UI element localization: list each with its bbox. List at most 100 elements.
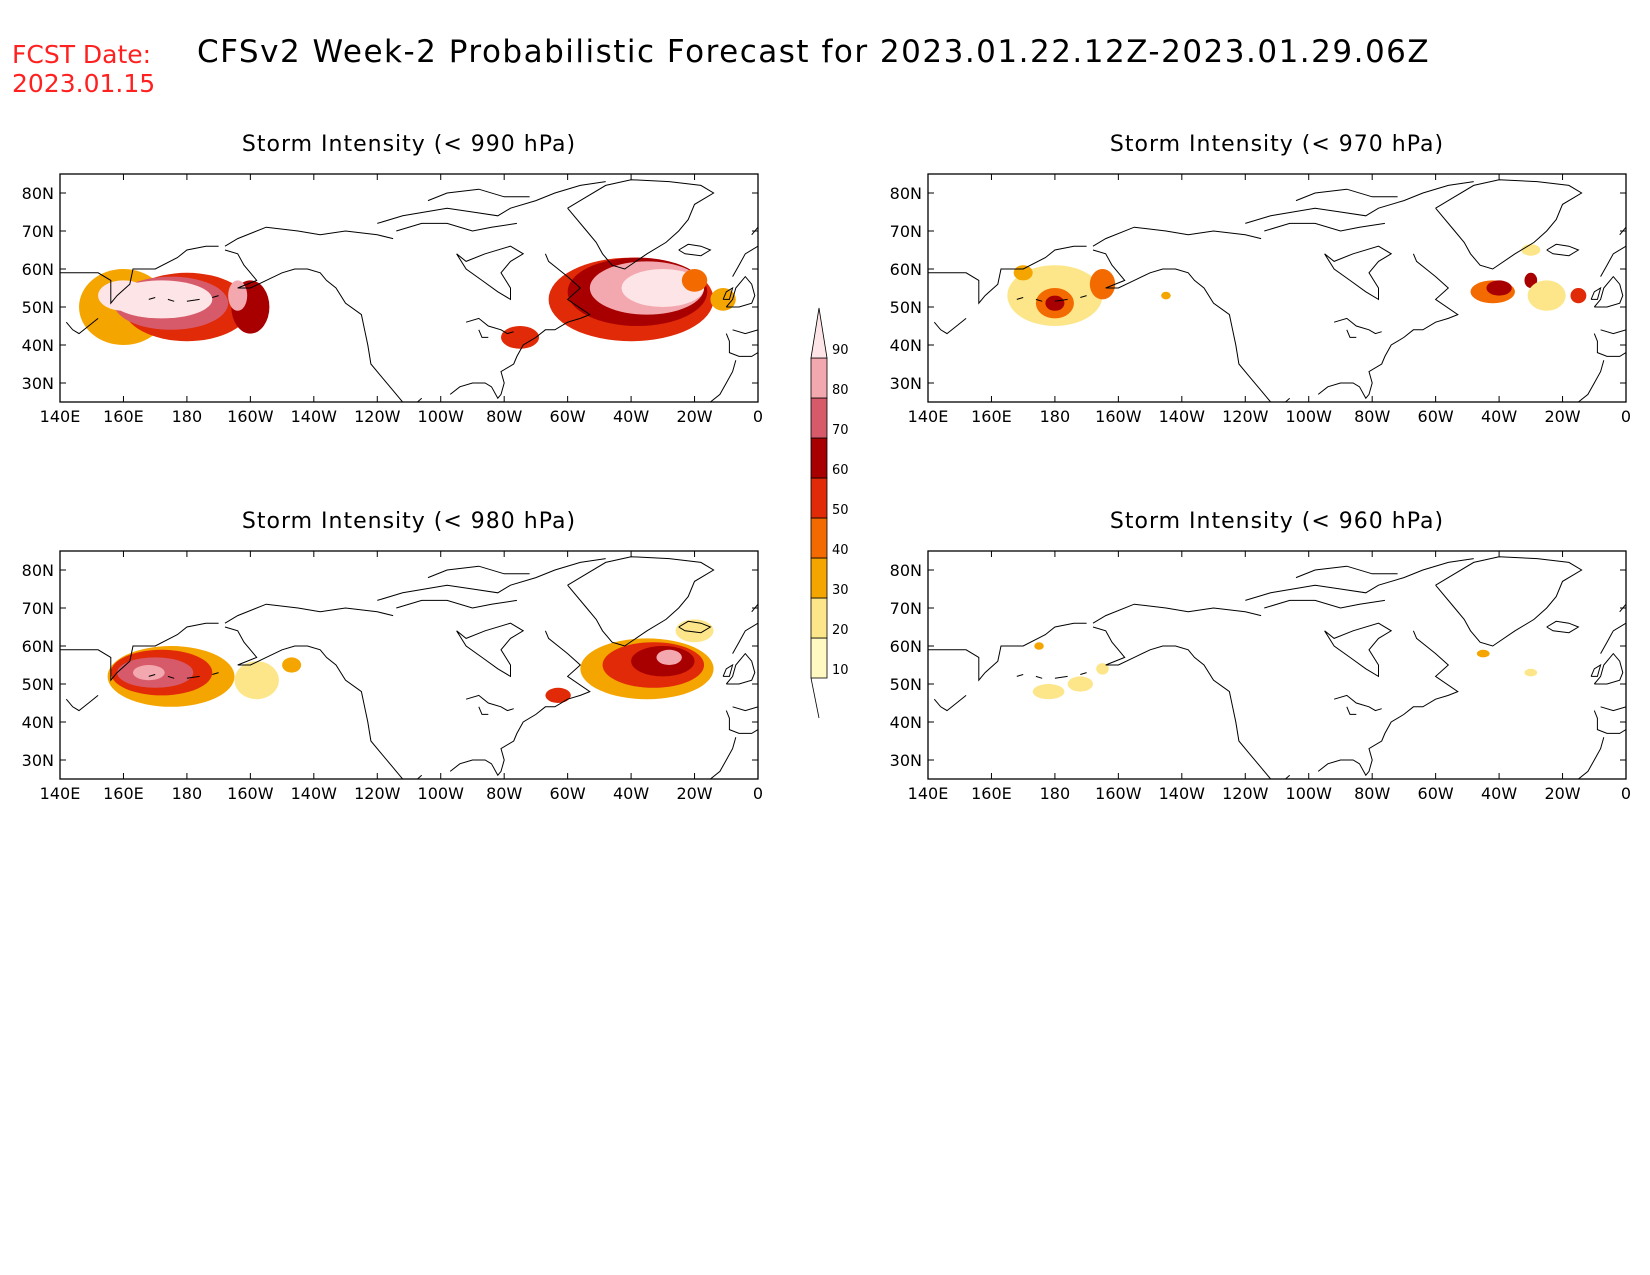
coastline xyxy=(1546,243,1580,257)
lon-tick-label: 80W xyxy=(486,784,522,803)
panel-990hpa: Storm Intensity (< 990 hPa) 140E 160E 180 1… xyxy=(22,132,763,426)
coastline xyxy=(478,329,489,338)
coastline xyxy=(1264,222,1385,232)
map-frame xyxy=(927,173,1627,403)
coastline xyxy=(1600,622,1626,654)
probability-area xyxy=(545,687,571,703)
lat-tick-label: 30N xyxy=(890,751,922,770)
coastline xyxy=(427,565,530,579)
lat-tick-label: 30N xyxy=(22,751,54,770)
coastline xyxy=(186,675,200,679)
lon-tick-label: 100W xyxy=(1286,784,1333,803)
coastline xyxy=(377,181,606,224)
coastline xyxy=(1080,672,1087,675)
coastline xyxy=(933,318,967,335)
panel-title: Storm Intensity (< 980 hPa) xyxy=(242,509,576,534)
lon-tick-label: 80W xyxy=(486,407,522,426)
coastline xyxy=(567,179,715,270)
lon-tick-label: 40W xyxy=(613,784,649,803)
colorbar-swatch xyxy=(810,357,828,399)
lon-tick-label: 140W xyxy=(1159,407,1206,426)
coastline xyxy=(1600,706,1626,712)
coastline xyxy=(1435,556,1583,647)
coastline xyxy=(1324,245,1393,301)
map-frame xyxy=(59,173,759,403)
coastline xyxy=(212,295,219,298)
colorbar-label: 70 xyxy=(832,423,849,438)
coastline xyxy=(1346,706,1357,715)
coastline xyxy=(1245,181,1474,224)
lat-tick-label: 30N xyxy=(890,374,922,393)
lat-tick-label: 80N xyxy=(890,561,922,580)
lat-tick-label: 40N xyxy=(22,713,54,732)
coastline xyxy=(1264,599,1385,609)
lon-tick-label: 80W xyxy=(1354,407,1390,426)
lat-tick-label: 50N xyxy=(22,298,54,317)
lon-tick-label: 40W xyxy=(613,407,649,426)
probability-area xyxy=(1527,280,1566,311)
lon-tick-label: 0 xyxy=(753,784,763,803)
lon-tick-label: 20W xyxy=(676,784,712,803)
fcst-label: FCST Date: xyxy=(12,40,151,69)
coastline xyxy=(1546,620,1580,634)
lon-tick-label: 120W xyxy=(1222,407,1269,426)
panel-960hpa: Storm Intensity (< 960 hPa) 140E 160E 180 1… xyxy=(890,509,1631,803)
lat-tick-label: 50N xyxy=(890,675,922,694)
lon-tick-label: 140E xyxy=(40,407,81,426)
colorbar-label: 40 xyxy=(832,543,849,558)
probability-area xyxy=(1067,676,1093,692)
probability-area xyxy=(132,665,165,681)
lon-tick-label: 0 xyxy=(1621,407,1631,426)
coastline xyxy=(1054,298,1068,302)
lon-tick-label: 80W xyxy=(1354,784,1390,803)
colorbar-label: 60 xyxy=(832,463,849,478)
coastline xyxy=(678,243,712,257)
lon-tick-label: 120W xyxy=(1222,784,1269,803)
colorbar-swatch xyxy=(810,397,828,439)
coastline xyxy=(725,333,758,357)
probability-area xyxy=(1045,295,1065,311)
lat-tick-label: 80N xyxy=(890,184,922,203)
colorbar-swatch xyxy=(810,637,828,679)
lon-tick-label: 60W xyxy=(1418,784,1454,803)
coastline xyxy=(1333,317,1382,335)
lon-tick-label: 100W xyxy=(418,407,465,426)
coastline xyxy=(1317,630,1459,777)
colorbar-swatch xyxy=(810,307,828,359)
lon-tick-label: 180 xyxy=(172,784,203,803)
coastline xyxy=(1092,226,1262,247)
lat-tick-label: 50N xyxy=(22,675,54,694)
coastline xyxy=(377,558,606,601)
coastline xyxy=(732,329,758,335)
coastline xyxy=(732,622,758,654)
lat-tick-label: 80N xyxy=(22,561,54,580)
coastline xyxy=(1593,710,1626,734)
lon-tick-label: 0 xyxy=(1621,784,1631,803)
coastline xyxy=(567,556,715,647)
lon-tick-label: 140W xyxy=(291,784,338,803)
colorbar-swatch xyxy=(810,477,828,519)
plot-area xyxy=(60,174,758,402)
lat-tick-label: 70N xyxy=(890,222,922,241)
coastline xyxy=(1600,329,1626,335)
coastline xyxy=(1092,626,1291,779)
coastline xyxy=(456,245,525,301)
probability-area xyxy=(98,280,149,311)
lon-tick-label: 140W xyxy=(291,407,338,426)
probability-area xyxy=(681,269,708,292)
colorbar-label: 90 xyxy=(832,343,849,358)
coastline xyxy=(1590,663,1602,677)
probability-area xyxy=(1161,291,1171,300)
coastline xyxy=(427,188,530,202)
lon-tick-label: 160E xyxy=(103,784,144,803)
coastline xyxy=(1016,674,1024,677)
probability-area xyxy=(1570,288,1587,304)
coastline xyxy=(725,275,756,308)
lon-tick-label: 120W xyxy=(354,407,401,426)
coastline xyxy=(933,695,967,712)
lat-tick-label: 40N xyxy=(890,713,922,732)
lat-tick-label: 70N xyxy=(22,599,54,618)
colorbar-swatch xyxy=(810,597,828,639)
coastline xyxy=(722,663,734,677)
panel-970hpa: Storm Intensity (< 970 hPa) 140E 160E 180 1… xyxy=(890,132,1631,426)
